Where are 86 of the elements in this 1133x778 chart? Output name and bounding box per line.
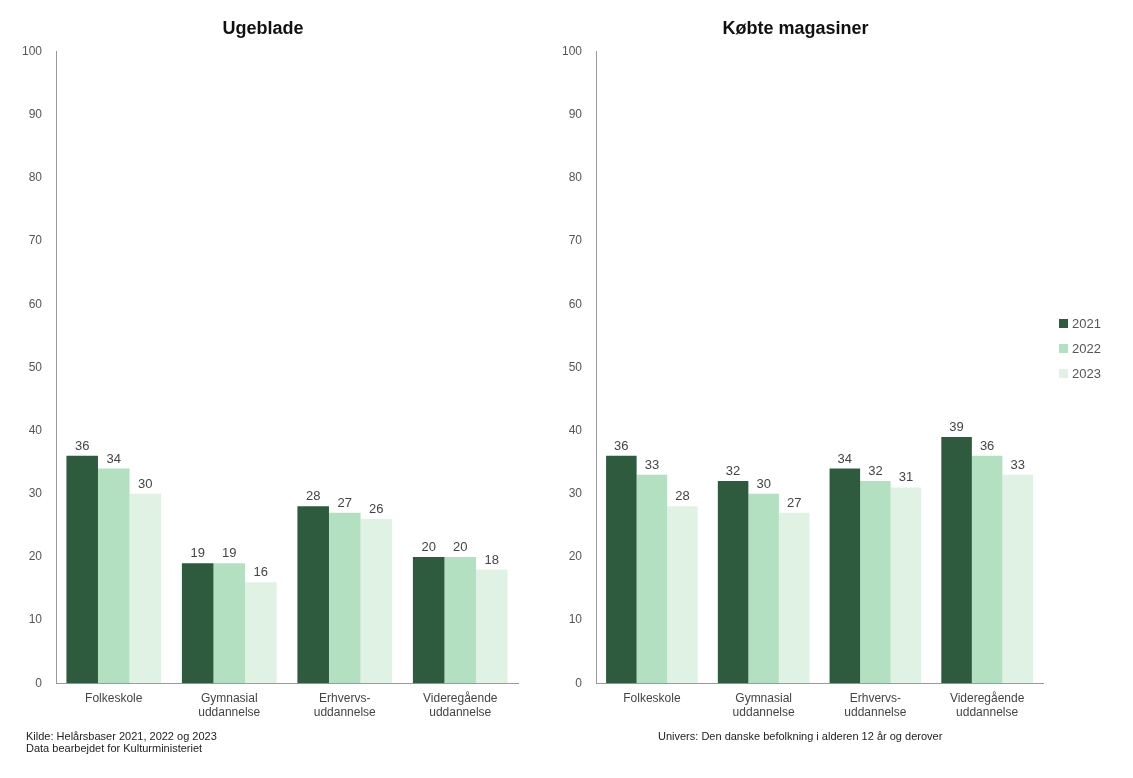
- legend-label: 2023: [1072, 365, 1101, 381]
- bar: [360, 518, 393, 684]
- bar: [213, 563, 246, 684]
- x-tick-label: Gymnasial uddannelse: [198, 690, 261, 720]
- data-label: 30: [138, 475, 153, 491]
- data-label: 20: [421, 538, 436, 554]
- data-label: 19: [222, 545, 237, 561]
- data-label: 33: [644, 456, 660, 472]
- chart-title: Ugeblade: [222, 17, 304, 38]
- data-label: 16: [253, 564, 269, 580]
- y-tick-label: 100: [561, 43, 583, 58]
- y-tick-label: 20: [28, 549, 43, 564]
- bar: [971, 455, 1003, 684]
- bar: [476, 569, 508, 684]
- y-tick-label: 60: [28, 296, 43, 311]
- data-label: 36: [74, 437, 90, 453]
- y-tick-label: 70: [568, 233, 583, 248]
- data-label: 26: [369, 501, 384, 517]
- y-tick-label: 30: [28, 486, 43, 501]
- data-label: 31: [898, 469, 914, 485]
- data-label: 33: [1010, 456, 1025, 472]
- y-tick-label: 10: [28, 612, 43, 627]
- data-label: 28: [305, 488, 321, 504]
- data-label: 34: [837, 450, 853, 466]
- bar: [444, 556, 477, 684]
- bar: [636, 474, 668, 684]
- y-tick-label: 40: [568, 422, 583, 437]
- data-label: 28: [675, 488, 690, 504]
- text: Kilde: Helårsbaser 2021, 2022 og 2023: [26, 730, 218, 742]
- text: Data bearbejdet for Kulturministeriet: [26, 742, 204, 754]
- y-tick-label: 30: [568, 486, 583, 501]
- data-label: 34: [106, 450, 121, 466]
- bar: [181, 563, 214, 684]
- x-tick-label: Videregående uddannelse: [422, 690, 498, 720]
- chart-title: Købte magasiner: [722, 17, 869, 38]
- y-tick-label: 100: [21, 43, 43, 58]
- x-tick-label: Erhvervs-uddannelse: [844, 690, 907, 720]
- data-label: 27: [786, 494, 802, 510]
- bar: [129, 493, 162, 684]
- y-tick-label: 50: [28, 359, 43, 374]
- y-tick-label: 80: [568, 170, 583, 185]
- y-tick-label: 20: [568, 549, 583, 564]
- bar: [860, 481, 891, 684]
- x-tick-label: Folkeskole: [85, 690, 143, 705]
- y-tick-label: 40: [28, 422, 43, 437]
- data-label: 39: [949, 418, 964, 434]
- x-tick-label: Erhvervs-uddannelse: [313, 690, 377, 720]
- data-label: 36: [614, 437, 629, 453]
- legend-label: 2021: [1072, 315, 1101, 331]
- bar: [412, 556, 445, 684]
- bar: [1002, 474, 1033, 684]
- data-label: 30: [756, 475, 771, 491]
- y-tick-label: 70: [28, 233, 43, 248]
- data-label: 20: [453, 538, 468, 554]
- bar: [667, 506, 698, 684]
- y-tick-label: 10: [568, 612, 583, 627]
- bar: [778, 512, 810, 684]
- bar: [748, 493, 779, 684]
- bar: [717, 481, 749, 684]
- bar: [606, 455, 637, 684]
- y-tick-label: 0: [35, 675, 43, 690]
- x-tick-label: Folkeskole: [623, 690, 681, 705]
- bar: [890, 487, 922, 684]
- text: Univers: Den danske befolkning i alderen 12 år og derover: [658, 730, 944, 742]
- data-label: 32: [868, 463, 883, 479]
- legend-label: 2022: [1072, 340, 1101, 356]
- y-tick-label: 90: [568, 107, 583, 122]
- data-label: 19: [190, 545, 205, 561]
- bar: [97, 468, 130, 684]
- bar: [941, 436, 972, 684]
- data-label: 36: [979, 437, 995, 453]
- y-tick-label: 0: [575, 675, 583, 690]
- bar: [245, 582, 277, 684]
- data-label: 27: [337, 494, 352, 510]
- bar: [829, 468, 861, 684]
- bar: [66, 455, 98, 684]
- x-tick-label: Gymnasial uddannelse: [732, 690, 795, 720]
- bar: [328, 512, 361, 684]
- y-tick-label: 50: [568, 359, 583, 374]
- data-label: 18: [484, 551, 500, 567]
- x-tick-label: Videregående uddannelse: [949, 690, 1025, 720]
- bar: [297, 506, 329, 684]
- y-tick-label: 90: [28, 107, 43, 122]
- y-tick-label: 60: [568, 296, 583, 311]
- y-tick-label: 80: [28, 170, 43, 185]
- data-label: 32: [725, 463, 741, 479]
